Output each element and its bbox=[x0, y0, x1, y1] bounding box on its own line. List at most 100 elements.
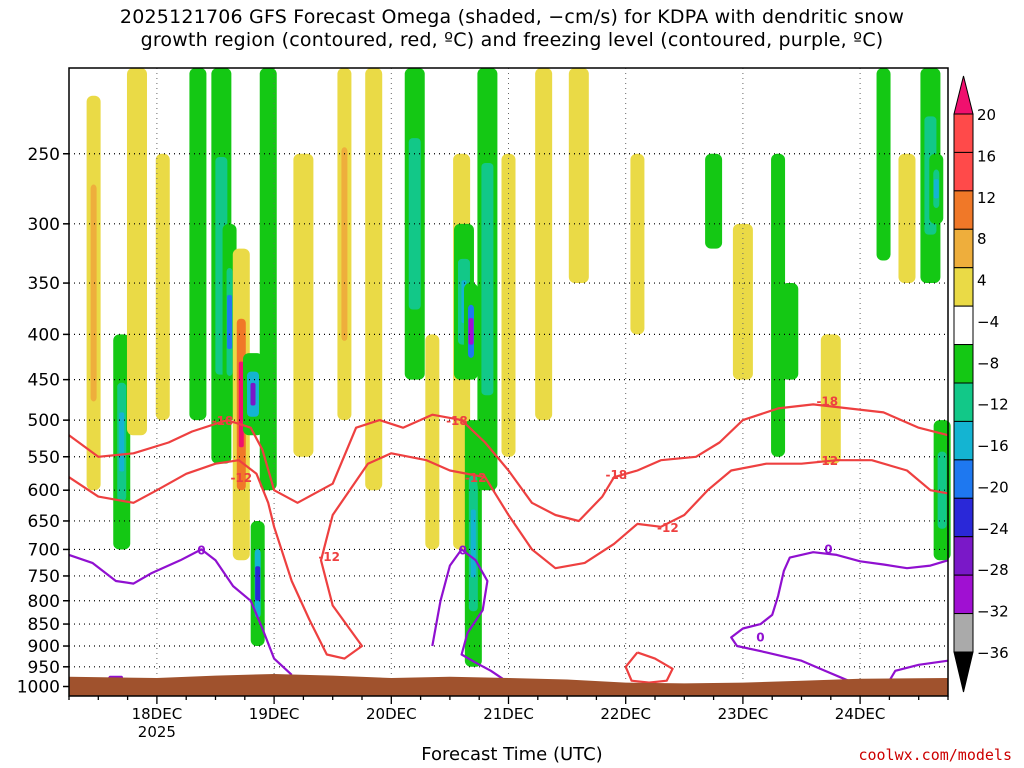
credit-text[interactable]: coolwx.com/models bbox=[858, 746, 1012, 764]
contour-4-line bbox=[431, 548, 504, 680]
y-tick-label-350: 350 bbox=[28, 274, 60, 294]
colorbar-label-4: 4 bbox=[977, 272, 987, 290]
x-tick-label-22DEC: 22DEC bbox=[600, 705, 651, 723]
y-tick-label-1000: 1000 bbox=[17, 678, 60, 698]
contour-label-0-2: -18 bbox=[605, 468, 627, 482]
y-tick-label-450: 450 bbox=[28, 371, 60, 391]
omega-streak-peak-12 bbox=[341, 195, 347, 293]
omega-streak-28 bbox=[781, 283, 799, 380]
y-tick-label-800: 800 bbox=[28, 592, 60, 612]
contour-label-3-2: 0 bbox=[824, 542, 832, 556]
colorbar-box-9 bbox=[953, 459, 974, 499]
omega-streak-peak-6 bbox=[227, 294, 233, 349]
colorbar-box-3 bbox=[953, 228, 974, 269]
y-tick-label-750: 750 bbox=[28, 567, 60, 587]
x-axis-label: Forecast Time (UTC) bbox=[421, 744, 603, 765]
omega-streak-27 bbox=[771, 153, 786, 457]
colorbar-label-12: −32 bbox=[977, 603, 1009, 621]
colorbar-box-1 bbox=[953, 151, 974, 192]
x-tick-label-24DEC: 24DEC bbox=[835, 705, 886, 723]
colorbar-label-9: −20 bbox=[977, 478, 1009, 496]
y-tick-label-650: 650 bbox=[28, 512, 60, 532]
contour-label-1-0: -12 bbox=[230, 471, 252, 485]
chart-title: 2025121706 GFS Forecast Omega (shaded, −… bbox=[0, 6, 1024, 52]
omega-streak-peak-1 bbox=[119, 412, 125, 472]
colorbar-box-10 bbox=[953, 497, 974, 538]
contour-label-1-2: -12 bbox=[465, 471, 487, 485]
y-tick-label-900: 900 bbox=[28, 637, 60, 657]
colorbar-label-0: 20 bbox=[977, 106, 996, 124]
omega-streak-peak-33 bbox=[933, 179, 939, 199]
omega-streak-peak-8 bbox=[250, 382, 256, 406]
omega-streak-peak-34 bbox=[939, 470, 945, 510]
contour-label-0-0: -18 bbox=[212, 414, 234, 428]
y-tick-label-850: 850 bbox=[28, 615, 60, 635]
contour-label-3-3: 0 bbox=[756, 631, 764, 645]
colorbar-label-5: −4 bbox=[977, 313, 999, 331]
omega-streak-2 bbox=[126, 68, 147, 436]
omega-streak-4 bbox=[189, 68, 207, 421]
colorbar-box-13 bbox=[953, 613, 974, 653]
y-tick-label-550: 550 bbox=[28, 448, 60, 468]
y-tick-label-500: 500 bbox=[28, 411, 60, 431]
omega-streak-11 bbox=[293, 153, 314, 457]
colorbar-bottom-arrow bbox=[953, 651, 974, 693]
omega-streak-30 bbox=[876, 68, 891, 261]
contour-label-1-1: -12 bbox=[318, 550, 340, 564]
omega-streak-24 bbox=[630, 153, 645, 335]
contour-label-1-3: -12 bbox=[657, 521, 679, 535]
omega-streak-22 bbox=[535, 68, 553, 421]
omega-streak-3 bbox=[155, 153, 170, 421]
omega-streak-21 bbox=[501, 153, 516, 457]
y-tick-label-300: 300 bbox=[28, 215, 60, 235]
omega-streak-peak-20 bbox=[484, 221, 490, 338]
omega-streak-13 bbox=[365, 68, 383, 491]
chart-title-line-2: growth region (contoured, red, ºC) and f… bbox=[140, 29, 884, 51]
omega-streak-peak-9 bbox=[255, 566, 261, 601]
contour-label-3-0: 0 bbox=[197, 543, 205, 557]
colorbar-label-6: −8 bbox=[977, 354, 999, 372]
contour-5-line bbox=[730, 551, 949, 686]
x-tick-label-18DEC: 18DEC bbox=[132, 705, 183, 723]
contour-1-line bbox=[68, 452, 949, 660]
colorbar-label-7: −12 bbox=[977, 396, 1009, 414]
x-tick-label-23DEC: 23DEC bbox=[718, 705, 769, 723]
x-tick-label-21DEC: 21DEC bbox=[483, 705, 534, 723]
omega-streak-31 bbox=[898, 153, 916, 284]
colorbar-box-12 bbox=[953, 574, 974, 615]
y-tick-label-950: 950 bbox=[28, 658, 60, 678]
x-tick-year-label: 2025 bbox=[138, 723, 176, 741]
x-tick-label-19DEC: 19DEC bbox=[249, 705, 300, 723]
colorbar-label-2: 12 bbox=[977, 189, 996, 207]
colorbar-box-7 bbox=[953, 382, 974, 422]
y-tick-label-250: 250 bbox=[28, 145, 60, 165]
contour-0-line bbox=[68, 403, 949, 523]
omega-streak-29 bbox=[820, 334, 841, 464]
omega-streak-25 bbox=[705, 153, 723, 249]
omega-streak-23 bbox=[568, 68, 589, 284]
colorbar-box-4 bbox=[953, 267, 974, 307]
colorbar-label-3: 8 bbox=[977, 230, 987, 248]
omega-streak-10 bbox=[259, 68, 277, 491]
colorbar-box-0 bbox=[953, 113, 974, 153]
contour-2-line bbox=[624, 651, 674, 684]
omega-streak-15 bbox=[425, 334, 440, 550]
contour-label-1-4: -12 bbox=[816, 454, 838, 468]
colorbar-box-5 bbox=[953, 305, 974, 346]
y-tick-label-400: 400 bbox=[28, 325, 60, 345]
colorbar-label-1: 16 bbox=[977, 147, 996, 165]
colorbar-box-2 bbox=[953, 190, 974, 230]
omega-streak-peak-0 bbox=[91, 238, 97, 348]
contour-3-line bbox=[68, 548, 293, 676]
colorbar-box-6 bbox=[953, 344, 974, 384]
surface-ground bbox=[69, 674, 948, 696]
colorbar-label-13: −36 bbox=[977, 644, 1009, 662]
colorbar-box-11 bbox=[953, 536, 974, 576]
contour-label-0-1: -18 bbox=[446, 414, 468, 428]
omega-streak-peak-18 bbox=[468, 318, 474, 345]
y-tick-label-700: 700 bbox=[28, 540, 60, 560]
colorbar-box-8 bbox=[953, 420, 974, 461]
x-tick-label-20DEC: 20DEC bbox=[366, 705, 417, 723]
colorbar-label-10: −24 bbox=[977, 520, 1009, 538]
